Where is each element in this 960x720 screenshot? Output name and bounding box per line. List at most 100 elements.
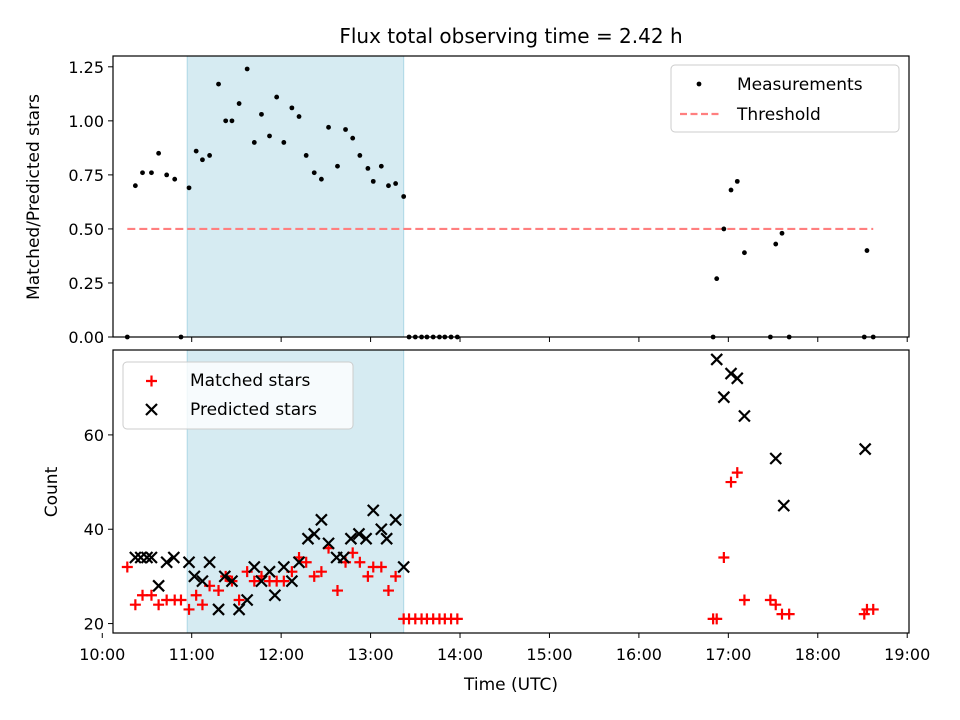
predicted-star-point (140, 551, 154, 564)
x-tick-label: 17:00 (705, 645, 751, 664)
predicted-star-point (292, 555, 306, 569)
predicted-star-point (182, 555, 196, 569)
measurement-point (378, 163, 384, 169)
predicted-star-point (263, 565, 276, 578)
measurement-point (186, 185, 192, 191)
top-y-tick-label: 0.25 (68, 274, 104, 293)
measurement-point (200, 157, 205, 163)
top-legend: Measurements Threshold (670, 64, 900, 133)
matched-star-point (770, 599, 782, 611)
predicted-star-point (389, 513, 402, 527)
matched-star-point (145, 589, 157, 601)
top-x-ticks (101, 337, 908, 342)
x-tick-label: 13:00 (348, 645, 394, 664)
predicted-star-point (240, 593, 254, 607)
measurement-point (251, 140, 257, 145)
measurement-point (259, 111, 264, 117)
legend-predicted-marker (145, 403, 158, 416)
matched-star-point (451, 613, 463, 625)
matched-star-point (233, 594, 245, 606)
measurement-point (236, 101, 242, 106)
measurement-point (311, 170, 317, 176)
matched-star-point (129, 599, 141, 611)
measurement-point (742, 250, 747, 256)
x-tick-label: 16:00 (616, 645, 662, 664)
measurement-point (193, 148, 199, 154)
top-y-tick-label: 1.25 (68, 58, 104, 77)
measurement-point (721, 226, 727, 232)
x-tick-label: 12:00 (258, 645, 304, 664)
predicted-star-point (380, 532, 393, 545)
predicted-star-point (769, 452, 783, 465)
measurement-point (357, 153, 363, 158)
predicted-star-point (375, 522, 388, 536)
measurement-point (132, 183, 138, 189)
predicted-star-point (152, 579, 165, 593)
measurement-point (207, 153, 212, 158)
predicted-star-point (858, 442, 872, 456)
predicted-star-point (129, 551, 142, 564)
top-panel: 0.00 0.25 0.50 0.75 1.00 1.25 Matched/Predict… (24, 55, 910, 347)
measurement-point (779, 230, 785, 236)
bottom-panel: 20 40 60 10:00 11:00 12:00 13:00 14:00 15:00 16:… (42, 349, 930, 695)
predicted-star-point (285, 574, 299, 588)
bottom-y-axis-label: Count (42, 466, 62, 517)
predicted-star-point (167, 551, 181, 564)
matched-star-point (213, 585, 225, 597)
matched-star-point (300, 556, 312, 568)
predicted-star-point (738, 409, 751, 423)
measurement-point (386, 183, 391, 189)
predicted-star-point (160, 555, 173, 569)
bottom-legend: Matched stars Predicted stars (122, 361, 354, 430)
figure-title: Flux total observing time = 2.42 h (339, 24, 682, 48)
matched-star-point (331, 585, 343, 597)
matched-star-point (718, 552, 730, 564)
measurement-point (267, 133, 272, 139)
predicted-star-point (717, 390, 731, 404)
measurement-point (281, 140, 287, 145)
measurement-point (773, 241, 779, 247)
matched-star-point (183, 603, 195, 615)
predicted-star-point (188, 570, 201, 583)
measurement-point (393, 181, 399, 186)
matched-star-point (711, 613, 723, 625)
x-tick-label: 10:00 (79, 645, 125, 664)
x-tick-label: 18:00 (795, 645, 841, 664)
measurement-point (274, 94, 280, 100)
matched-star-point (731, 467, 743, 479)
x-tick-label: 19:00 (884, 645, 930, 664)
predicted-star-point (225, 574, 239, 588)
matched-star-point (121, 561, 133, 573)
x-tick-label: 14:00 (437, 645, 483, 664)
measurement-point (223, 118, 229, 124)
top-y-tick-label: 0.50 (68, 220, 104, 239)
measurement-point (318, 176, 324, 182)
matched-star-point (153, 599, 165, 611)
top-y-tick-label: 1.00 (68, 112, 104, 131)
top-legend-box (670, 64, 900, 133)
predicted-star-point (344, 532, 358, 545)
measurement-point (229, 118, 235, 124)
measurement-point (216, 81, 221, 87)
matched-star-point (375, 561, 387, 573)
measurement-point (728, 187, 734, 193)
legend-matched-marker (146, 375, 157, 387)
predicted-star-point (315, 513, 328, 527)
measurement-point (296, 114, 302, 119)
matched-star-point (354, 556, 366, 568)
measurement-point (365, 166, 371, 171)
top-y-axis-label: Matched/Predicted stars (24, 94, 44, 300)
predicted-star-point (397, 560, 410, 574)
bottom-y-tick-label: 60 (84, 426, 104, 445)
top-y-tick-label: 0.00 (68, 328, 104, 347)
bottom-x-ticks: 10:00 11:00 12:00 13:00 14:00 15:00 16:00 17:00… (79, 633, 930, 664)
matched-star-point (390, 570, 402, 582)
bottom-y-ticks: 20 40 60 (84, 426, 113, 634)
measurement-point (149, 170, 154, 176)
matched-star-point (382, 585, 394, 597)
matched-star-point (190, 589, 202, 601)
matched-star-point (738, 594, 750, 606)
measurement-point (326, 124, 331, 130)
measurement-point (156, 150, 162, 156)
